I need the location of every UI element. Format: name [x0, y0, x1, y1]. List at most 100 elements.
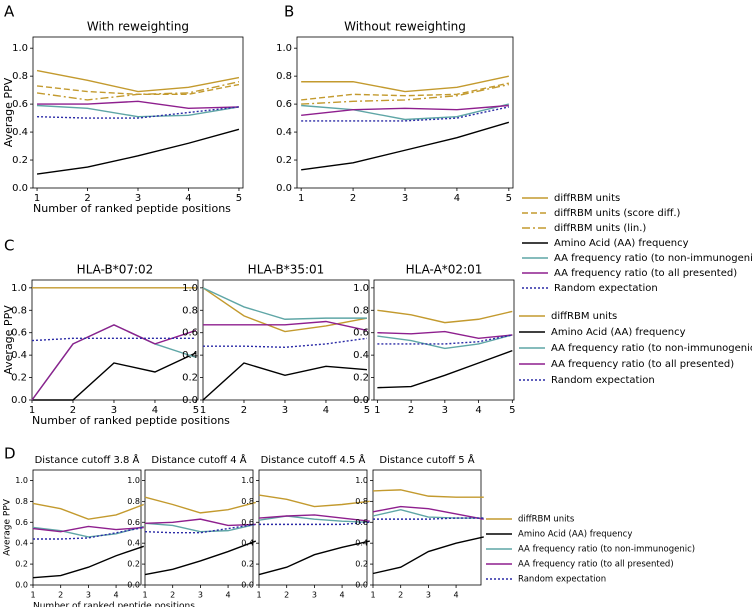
- x-tick-label: 4: [475, 405, 481, 416]
- x-tick-label: 4: [340, 591, 345, 600]
- series-line: [202, 287, 368, 333]
- panel-label: B: [284, 3, 294, 21]
- x-tick-label: 1: [370, 591, 375, 600]
- y-tick-label: 0.2: [15, 560, 28, 569]
- x-tick-label: 4: [226, 591, 231, 600]
- chart-title: Distance cutoff 5 Å: [379, 453, 474, 466]
- series-line: [301, 75, 509, 93]
- x-tick-label: 5: [364, 405, 370, 416]
- chart-title: HLA-B*35:01: [248, 263, 325, 277]
- x-axis-label: Number of ranked peptide positions: [33, 602, 195, 607]
- x-tick-label: 5: [193, 405, 199, 416]
- x-tick-label: 3: [135, 193, 141, 204]
- series-line: [377, 309, 513, 324]
- y-tick-label: 0.8: [127, 497, 140, 506]
- series-line: [202, 362, 368, 401]
- series-line: [377, 330, 513, 340]
- y-tick-label: 0.8: [182, 305, 198, 316]
- x-tick-label: 4: [185, 193, 191, 204]
- plot-frame: [258, 469, 368, 586]
- x-tick-label: 4: [114, 591, 119, 600]
- y-tick-label: 0.4: [353, 350, 369, 361]
- y-tick-label: 0.8: [12, 71, 28, 82]
- series-line: [36, 128, 240, 175]
- series-line: [372, 505, 484, 520]
- series-line: [373, 517, 484, 520]
- x-tick-label: 2: [284, 591, 289, 600]
- legend-label: diffRBM units: [551, 311, 617, 322]
- y-tick-label: 1.0: [276, 43, 292, 54]
- y-tick-label: 0.8: [11, 305, 27, 316]
- y-tick-label: 0.0: [15, 581, 28, 590]
- legend-label: AA frequency ratio (to non-immunogenic): [518, 545, 695, 555]
- y-tick-label: 0.2: [12, 155, 28, 166]
- x-tick-label: 1: [34, 193, 40, 204]
- legend-label: diffRBM units: [554, 193, 620, 204]
- y-tick-label: 1.0: [355, 476, 368, 485]
- x-tick-label: 1: [29, 405, 35, 416]
- plot-frame: [32, 36, 244, 189]
- legend-label: Random expectation: [551, 375, 655, 386]
- x-tick-label: 1: [30, 591, 35, 600]
- y-tick-label: 0.4: [182, 350, 198, 361]
- y-tick-label: 0.8: [355, 497, 368, 506]
- y-tick-label: 0.2: [276, 155, 292, 166]
- series-line: [372, 509, 484, 519]
- y-tick-label: 0.6: [15, 518, 28, 527]
- series-line: [144, 496, 256, 514]
- x-tick-label: 3: [111, 405, 117, 416]
- plot-frame: [144, 469, 254, 586]
- x-tick-label: 5: [236, 193, 242, 204]
- x-tick-label: 2: [398, 591, 403, 600]
- y-tick-label: 1.0: [15, 476, 28, 485]
- y-tick-label: 1.0: [11, 283, 27, 294]
- x-tick-label: 3: [282, 405, 288, 416]
- plot-frame: [372, 469, 482, 586]
- y-tick-label: 0.6: [11, 328, 27, 339]
- series-line: [258, 540, 370, 576]
- x-tick-label: 3: [86, 591, 91, 600]
- y-tick-label: 0.6: [12, 99, 28, 110]
- y-tick-label: 0.0: [127, 581, 140, 590]
- y-tick-label: 0.4: [355, 539, 368, 548]
- x-tick-label: 1: [298, 193, 304, 204]
- legend-label: AA frequency ratio (to all presented): [554, 268, 737, 279]
- chart-title: Without reweighting: [344, 20, 466, 34]
- legend-label: diffRBM units (score diff.): [554, 208, 681, 219]
- y-tick-label: 0.0: [353, 395, 369, 406]
- panel-label: A: [4, 3, 15, 21]
- series-line: [37, 100, 239, 110]
- chart-title: HLA-B*07:02: [77, 263, 154, 277]
- series-line: [144, 518, 256, 527]
- series-line: [301, 106, 509, 122]
- series-line: [301, 103, 510, 121]
- x-tick-label: 3: [426, 591, 431, 600]
- x-tick-label: 5: [509, 405, 515, 416]
- y-tick-label: 0.4: [276, 127, 292, 138]
- series-line: [301, 82, 509, 101]
- y-tick-label: 0.8: [276, 71, 292, 82]
- series-line: [37, 106, 240, 119]
- y-tick-label: 1.0: [127, 476, 140, 485]
- y-axis-label: Average PPV: [2, 305, 15, 375]
- series-line: [144, 523, 256, 534]
- y-tick-label: 0.6: [353, 328, 369, 339]
- legend-label: Random expectation: [554, 283, 658, 294]
- y-tick-label: 0.6: [355, 518, 368, 527]
- series-line: [32, 502, 145, 520]
- y-tick-label: 0.0: [241, 581, 254, 590]
- x-tick-label: 3: [198, 591, 203, 600]
- series-line: [36, 83, 240, 96]
- y-tick-label: 0.6: [127, 518, 140, 527]
- x-tick-label: 5: [506, 193, 512, 204]
- series-line: [258, 514, 370, 522]
- series-line: [301, 121, 510, 171]
- y-tick-label: 0.2: [182, 373, 198, 384]
- series-line: [31, 324, 197, 401]
- legend-label: AA frequency ratio (to non-immunogenic): [551, 343, 752, 354]
- x-tick-label: 3: [442, 405, 448, 416]
- series-line: [32, 525, 144, 538]
- y-tick-label: 0.0: [12, 183, 28, 194]
- series-line: [372, 536, 484, 575]
- legend-label: Random expectation: [518, 575, 606, 585]
